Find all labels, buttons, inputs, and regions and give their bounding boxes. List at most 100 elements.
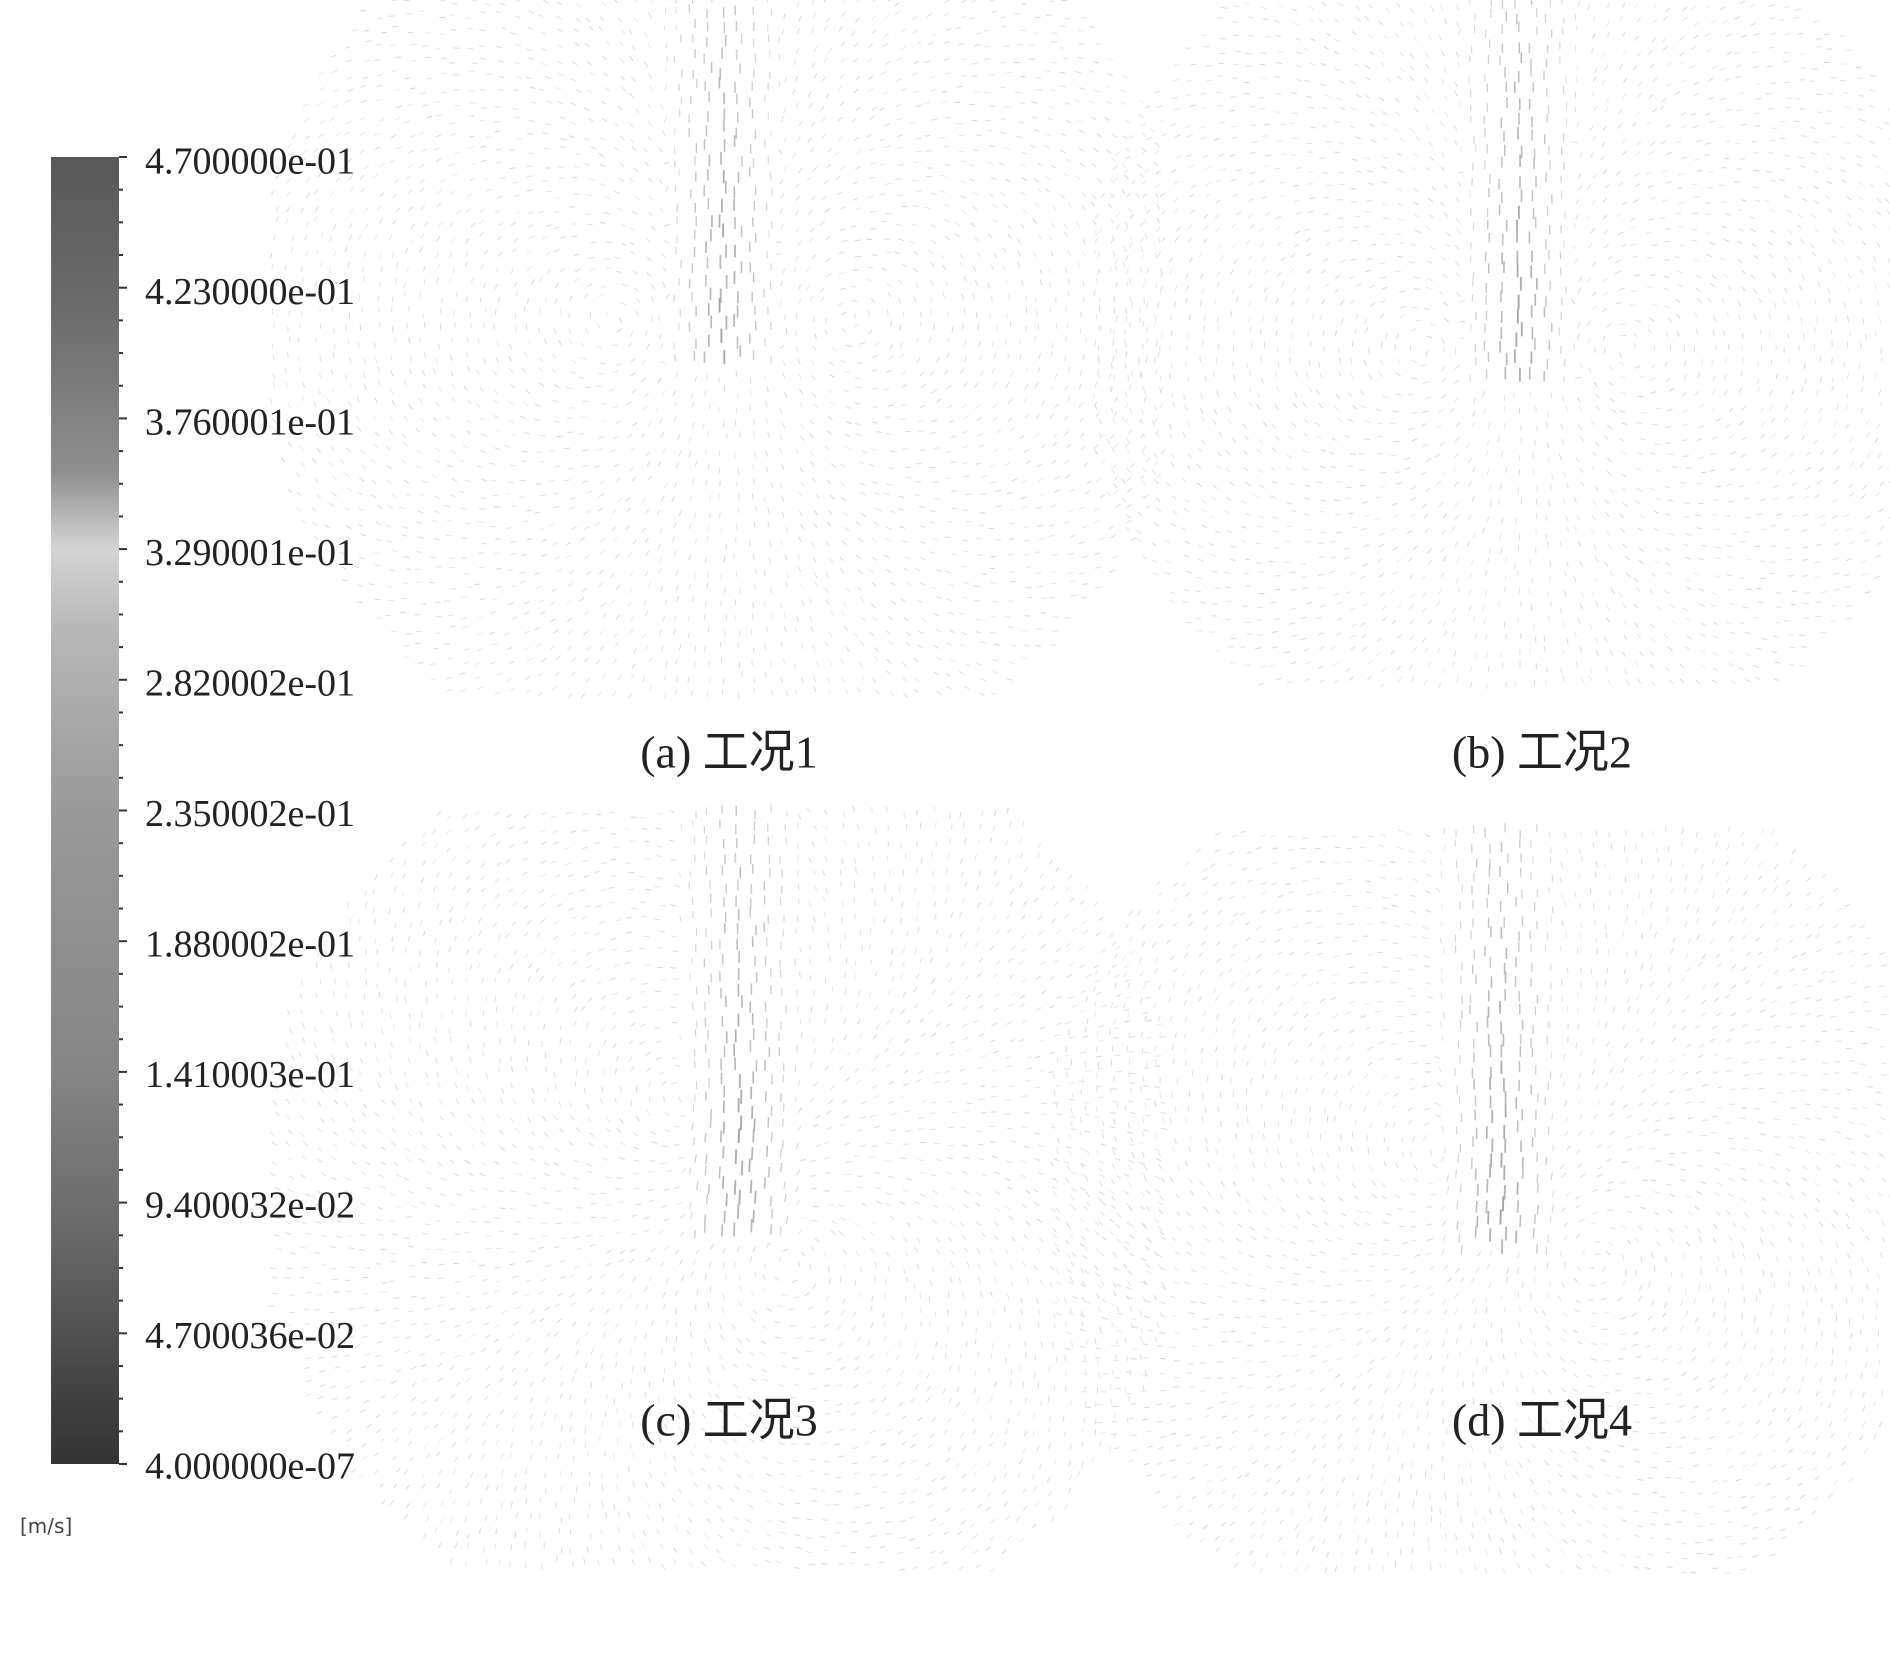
vector-arrow [850, 225, 857, 228]
vector-arrow [808, 102, 813, 109]
vector-arrow [1691, 45, 1697, 50]
vector-arrow [894, 10, 900, 15]
vector-arrow [351, 29, 358, 32]
vector-arrow [1650, 391, 1657, 394]
vector-arrow [645, 451, 650, 457]
vector-arrow [1233, 34, 1240, 37]
vector-arrow [991, 10, 998, 13]
vector-arrow [466, 336, 469, 343]
vector-arrow [574, 278, 579, 283]
vector-arrow [825, 541, 830, 547]
vector-arrow [542, 0, 548, 4]
vector-arrow [1800, 53, 1806, 55]
vector-arrow [1804, 495, 1810, 499]
vector-arrow [599, 163, 606, 168]
vector-arrow [1257, 634, 1264, 636]
vector-arrow [1200, 392, 1203, 399]
vector-arrow [1355, 5, 1361, 10]
vector-arrow [842, 601, 847, 607]
vector-arrow [434, 101, 441, 104]
vector-arrow [1423, 381, 1429, 384]
vector-arrow [1106, 438, 1110, 445]
vector-arrow [376, 538, 382, 542]
vector-arrow [404, 120, 410, 124]
vector-arrow [437, 386, 442, 392]
vector-arrow [462, 444, 468, 449]
vector-arrow [1782, 51, 1789, 54]
vector-arrow [1745, 631, 1751, 635]
vector-arrow [1125, 417, 1129, 424]
vector-arrow [628, 29, 633, 35]
vector-arrow [992, 600, 999, 603]
vector-arrow [1796, 301, 1800, 308]
vector-arrow [879, 163, 886, 166]
vector-arrow [829, 374, 836, 378]
vector-arrow [811, 121, 816, 127]
vector-arrow [977, 324, 979, 331]
vector-arrow [918, 630, 924, 635]
vector-arrow [1811, 213, 1817, 218]
vector-arrow [1160, 286, 1163, 292]
vector-arrow [1701, 358, 1704, 365]
vector-arrow [1636, 141, 1642, 146]
vector-arrow [1682, 607, 1688, 612]
vector-arrow [538, 528, 545, 531]
vector-arrow [1340, 259, 1346, 263]
vector-arrow [1320, 63, 1327, 66]
vector-arrow [932, 538, 939, 541]
vector-arrow [799, 388, 803, 394]
vector-arrow [1590, 420, 1596, 426]
vector-arrow [460, 596, 467, 598]
vector-arrow [450, 29, 457, 31]
vector-arrow [1801, 434, 1806, 440]
vector-arrow [1213, 408, 1217, 415]
vector-arrow [1262, 135, 1269, 137]
vector-arrow [571, 657, 577, 662]
vector-arrow [631, 76, 636, 82]
vector-arrow [1397, 218, 1404, 221]
vector-arrow [1382, 217, 1389, 220]
vector-arrow [1153, 453, 1158, 459]
vector-arrow [1325, 140, 1332, 143]
vector-arrow [348, 401, 352, 408]
vector-arrow [1137, 163, 1142, 169]
vector-arrow [649, 656, 653, 663]
vector-arrow [1273, 19, 1280, 23]
vector-arrow [626, 401, 632, 406]
vector-arrow [673, 628, 676, 635]
vector-arrow [1255, 542, 1261, 545]
vector-arrow [1546, 541, 1549, 547]
vector-arrow [1413, 36, 1418, 42]
vector-arrow [1225, 468, 1231, 473]
vector-arrow [1708, 77, 1714, 81]
vector-arrow [830, 610, 834, 616]
vector-arrow [1347, 418, 1354, 423]
vector-arrow [554, 465, 561, 468]
vector-arrow [491, 598, 498, 601]
vector-arrow [975, 279, 978, 286]
vector-arrow [1183, 588, 1190, 592]
vector-arrow [525, 689, 531, 694]
vector-arrow [553, 328, 557, 334]
vector-arrow [1126, 514, 1131, 519]
vector-arrow [650, 296, 655, 302]
vector-arrow [936, 569, 942, 572]
vector-arrow [855, 433, 861, 437]
vector-arrow [301, 157, 306, 163]
vector-arrow [470, 277, 474, 284]
vector-arrow [1051, 222, 1056, 228]
vector-arrow [1236, 211, 1242, 216]
vector-arrow [578, 376, 585, 379]
vector-arrow [753, 686, 755, 693]
vector-arrow [1455, 272, 1461, 278]
vector-arrow [1685, 646, 1691, 651]
vector-arrow [1275, 167, 1281, 170]
vector-arrow [665, 186, 669, 193]
vector-arrow [414, 568, 421, 571]
vector-arrow [1633, 65, 1638, 70]
vector-arrow [1011, 644, 1018, 647]
vector-arrow [406, 266, 409, 272]
vector-arrow [1291, 422, 1297, 428]
vector-arrow [1618, 231, 1624, 236]
vector-arrow [1034, 433, 1040, 438]
